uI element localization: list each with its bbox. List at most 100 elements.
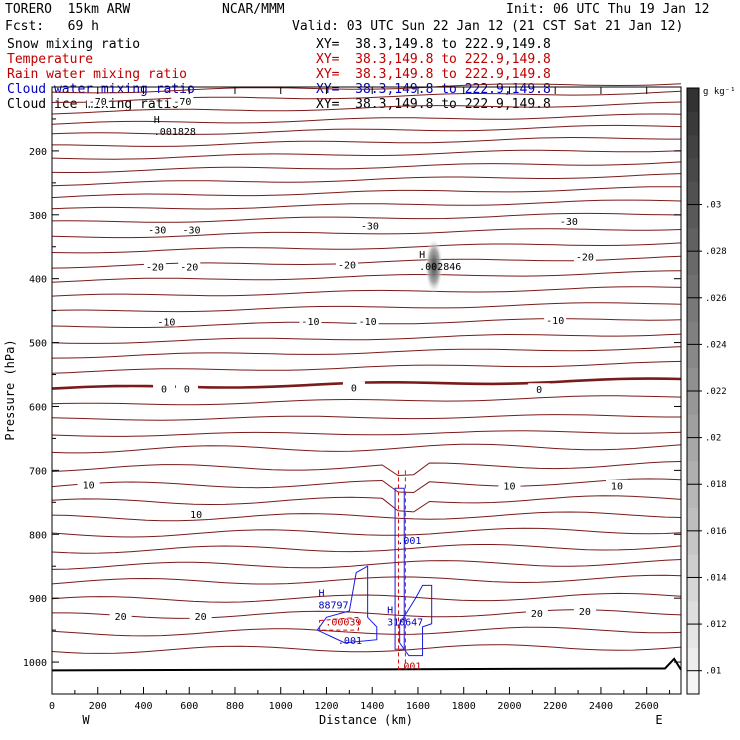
x-tick-label: 1000 xyxy=(269,701,293,712)
axes: 0 200 400 600 800 1000 1200 1400 1600 1800 2000 220… xyxy=(23,87,681,712)
temperature-label: 0 xyxy=(536,385,542,396)
isotherm-line xyxy=(51,101,682,115)
colorbar-swatch xyxy=(687,134,699,159)
colorbar-swatch xyxy=(687,437,699,462)
isotherm-line xyxy=(51,212,682,223)
isotherm-line xyxy=(51,113,682,125)
temperature-label-bg xyxy=(143,260,166,272)
temperature-label-bg xyxy=(342,381,365,393)
x-tick-label: 2200 xyxy=(543,701,567,712)
temperature-label-bg xyxy=(358,219,381,231)
center-label: NCAR/MMM xyxy=(222,2,285,17)
isotherm-line xyxy=(51,228,682,239)
field-rain-name: Rain water mixing ratio xyxy=(7,67,188,82)
field-snow-name: Snow mixing ratio xyxy=(7,37,141,52)
isotherm-line xyxy=(51,559,682,570)
extremum-mark: H xyxy=(318,588,324,599)
temperature-label-bg xyxy=(525,606,548,618)
colorbar-swatch xyxy=(687,391,699,415)
isotherm-line xyxy=(51,626,682,637)
y-tick-label: 600 xyxy=(29,402,47,413)
temperature-label-bg xyxy=(299,314,322,326)
x-tick-label: 2400 xyxy=(589,701,613,712)
colorbar-unit: g kg⁻¹ xyxy=(703,87,736,97)
colorbar-tick-label: .014 xyxy=(705,573,727,583)
colorbar-swatch xyxy=(687,600,699,625)
colorbar-swatch xyxy=(687,460,699,485)
temperature-label-bg xyxy=(189,610,212,622)
colorbar-tick-label: .024 xyxy=(705,340,727,350)
forecast-hour: Fcst: 69 h xyxy=(5,19,99,34)
isotherm-line xyxy=(51,199,682,210)
isotherm-line xyxy=(51,414,681,421)
plot-frame xyxy=(51,86,682,695)
contour-label: .001 xyxy=(338,636,362,647)
temperature-label-bg xyxy=(573,250,596,262)
extremum-value: .002846 xyxy=(419,262,461,273)
extremum-value: .001828 xyxy=(154,127,196,138)
y-tick-label: 1000 xyxy=(23,658,47,669)
terrain-line xyxy=(51,657,682,672)
field-rain-xy: XY= 38.3,149.8 to 222.9,149.8 xyxy=(316,67,551,82)
temperature-label-bg xyxy=(178,260,201,272)
temperature-isotherms xyxy=(51,83,682,672)
temperature-label-bg xyxy=(498,479,521,491)
x-tick-label: 1200 xyxy=(314,701,338,712)
extremum-mark: H xyxy=(419,250,425,261)
temperature-label: -20 xyxy=(180,263,198,274)
y-tick-label: 900 xyxy=(29,594,47,605)
isotherm-line xyxy=(51,360,682,374)
precip-contours xyxy=(316,470,433,670)
temperature-label-bg xyxy=(528,383,551,395)
temperature-label-bg xyxy=(155,315,178,327)
temperature-label-bg xyxy=(544,314,567,326)
extremum-value: 88797 xyxy=(318,600,348,611)
y-tick-label: 200 xyxy=(29,147,47,158)
isotherm-line xyxy=(51,644,682,654)
temperature-label: -30 xyxy=(148,225,166,236)
colorbar-swatch xyxy=(687,297,699,322)
field-temperature-name: Temperature xyxy=(7,52,94,67)
temperature-label: -10 xyxy=(359,317,377,328)
y-axis-label: Pressure (hPa) xyxy=(3,339,17,440)
x-tick-label: 1800 xyxy=(452,701,476,712)
temperature-label: 20 xyxy=(115,612,127,623)
x-tick-label: 200 xyxy=(89,701,107,712)
temperature-label: 0 xyxy=(184,385,190,396)
colorbar-swatch xyxy=(687,484,699,509)
colorbar-swatch xyxy=(687,367,699,392)
isotherm-line xyxy=(51,302,682,313)
temperature-label-bg xyxy=(153,382,176,394)
isotherm-line xyxy=(51,495,682,513)
temperature-label: -70 xyxy=(89,97,107,108)
snow-mixing-blob xyxy=(424,237,443,294)
isotherm-line xyxy=(51,527,682,538)
temperature-label: 20 xyxy=(579,607,591,618)
temperature-label: -10 xyxy=(157,317,175,328)
y-tick-label: 300 xyxy=(29,211,47,222)
colorbar-tick-label: .028 xyxy=(705,247,727,257)
x-tick-label: 800 xyxy=(226,701,244,712)
x-tick-label: 0 xyxy=(49,701,55,712)
isotherm-line xyxy=(51,430,682,437)
field-snow-xy: XY= 38.3,149.8 to 222.9,149.8 xyxy=(316,37,551,52)
chart-marks: -70 -70 -30 -30 -30 -30 -20 -20 -20 -20 -10 -10 -10 -… xyxy=(77,95,628,673)
colorbar-swatch xyxy=(687,507,699,532)
colorbar-tick-label: .02 xyxy=(705,434,721,444)
x-tick-label: 2000 xyxy=(497,701,521,712)
isotherm-line xyxy=(51,346,682,359)
temperature-label-bg xyxy=(180,223,203,235)
colorbar-tick-label: .026 xyxy=(705,294,727,304)
temperature-label-bg xyxy=(185,507,208,519)
colorbar: .01 .012 .014 .016 .018 .02 .022 .024 .026 .028 .0… xyxy=(686,87,727,695)
cloudwater-contour xyxy=(399,584,433,657)
isotherm-line xyxy=(51,377,682,390)
isotherm-line xyxy=(51,461,682,477)
colorbar-tick-label: .012 xyxy=(705,620,727,630)
extremum-mark: H xyxy=(387,606,393,617)
y-tick-label: 800 xyxy=(29,530,47,541)
init-time: Init: 06 UTC Thu 19 Jan 12 xyxy=(506,2,710,17)
colorbar-swatch xyxy=(687,414,699,439)
contour-label: .00039 xyxy=(325,618,361,629)
temperature-label-bg xyxy=(356,314,379,326)
